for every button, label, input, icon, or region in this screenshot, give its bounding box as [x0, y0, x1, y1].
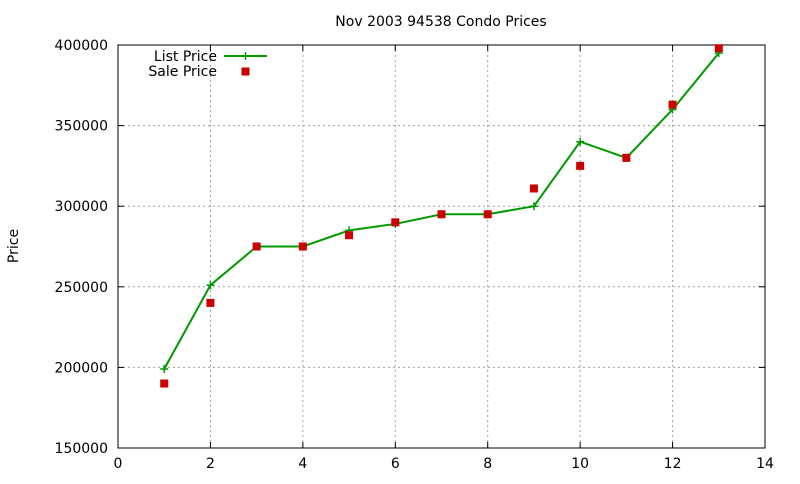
plot-frame: [117, 44, 766, 449]
x-tick-label: 6: [391, 456, 400, 472]
y-tick-label: 200000: [55, 360, 108, 376]
chart-title: Nov 2003 94538 Condo Prices: [335, 14, 546, 30]
x-tick-label: 14: [756, 456, 774, 472]
y-tick-label: 250000: [55, 280, 108, 296]
x-tick-label: 2: [206, 456, 215, 472]
point-sale-price: [437, 210, 446, 219]
point-list-price: [206, 281, 215, 290]
point-list-price: [160, 365, 169, 374]
x-tick-label: 8: [483, 456, 492, 472]
y-tick-label: 150000: [55, 441, 108, 457]
axis-ticks: [117, 44, 766, 449]
point-list-price: [529, 202, 538, 211]
point-sale-price: [483, 210, 492, 219]
point-sale-price: [252, 242, 261, 251]
point-sale-price: [668, 100, 677, 109]
x-tick-label: 12: [664, 456, 682, 472]
point-sale-price: [529, 184, 538, 193]
point-sale-price: [298, 242, 307, 251]
tick-labels: 0 2 4 6 8 10 12 14 150000 200000 250000 300000 35000…: [55, 38, 774, 472]
y-axis-label: Price: [6, 229, 22, 263]
point-sale-price: [345, 231, 354, 240]
x-tick-label: 0: [114, 456, 123, 472]
point-sale-price: [576, 161, 585, 170]
y-tick-label: 350000: [55, 119, 108, 135]
x-tick-label: 10: [571, 456, 589, 472]
legend-label-sale-price: Sale Price: [148, 64, 217, 80]
point-sale-price: [622, 153, 631, 162]
y-tick-label: 300000: [55, 199, 108, 215]
legend-label-list-price: List Price: [154, 49, 217, 65]
point-sale-price: [206, 298, 215, 307]
grid: [118, 45, 765, 448]
point-list-price: [576, 137, 585, 146]
legend-sample-sale-price: [241, 67, 250, 76]
legend: List Price Sale Price: [148, 49, 267, 80]
series: [160, 44, 723, 388]
y-tick-label: 400000: [55, 38, 108, 54]
point-sale-price: [714, 44, 723, 53]
point-sale-price: [391, 218, 400, 227]
point-sale-price: [160, 379, 169, 388]
x-tick-label: 4: [298, 456, 307, 472]
